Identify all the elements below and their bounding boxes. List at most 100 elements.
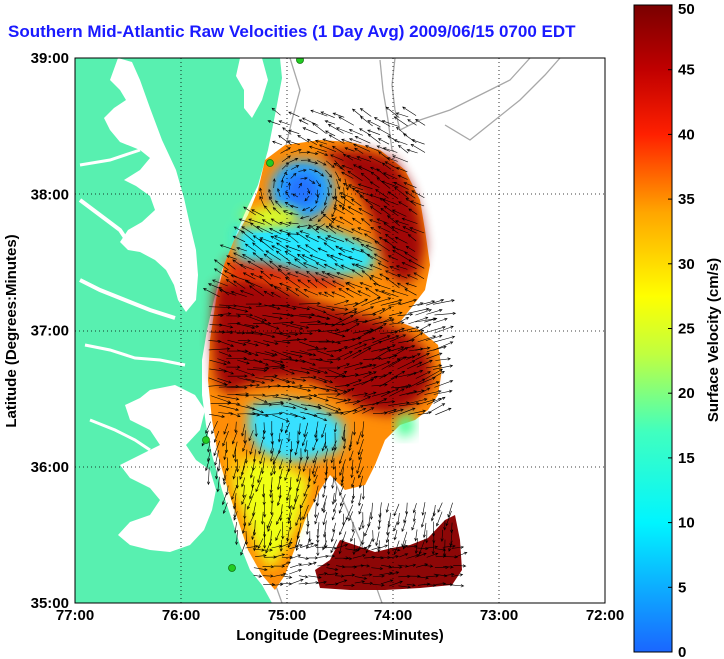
velocity-arrow <box>264 393 280 397</box>
velocity-arrow <box>296 225 308 229</box>
velocity-arrow <box>313 485 319 503</box>
velocity-arrow <box>408 316 429 325</box>
velocity-arrow <box>266 513 274 529</box>
velocity-arrow <box>331 218 345 224</box>
velocity-arrow <box>417 300 436 306</box>
velocity-arrow <box>272 178 276 189</box>
velocity-arrow <box>294 440 300 456</box>
velocity-arrow <box>226 255 237 260</box>
velocity-arrow <box>291 314 313 319</box>
velocity-arrow <box>361 531 365 546</box>
velocity-arrow <box>424 390 442 395</box>
velocity-arrow <box>276 477 281 491</box>
velocity-arrow <box>333 503 337 513</box>
velocity-arrow <box>341 164 354 170</box>
velocity-arrow <box>334 346 348 352</box>
velocity-arrow <box>335 543 349 549</box>
velocity-arrow <box>355 190 373 197</box>
velocity-arrow <box>288 111 300 117</box>
velocity-arrow <box>313 466 319 478</box>
velocity-arrow <box>235 529 239 546</box>
velocity-arrow <box>237 349 252 356</box>
velocity-arrow <box>234 448 238 463</box>
grid-lines <box>75 58 605 603</box>
velocity-arrow <box>397 273 408 279</box>
velocity-arrow <box>317 392 341 396</box>
velocity-arrow <box>325 225 337 234</box>
velocity-arrow <box>302 262 319 269</box>
velocity-arrow <box>381 180 399 188</box>
velocity-arrow <box>233 226 246 234</box>
velocity-arrow <box>381 120 399 127</box>
velocity-arrow <box>339 519 347 536</box>
velocity-arrow <box>245 315 265 323</box>
y-tick-labels: 39:00 38:00 37:00 36:00 35:00 <box>31 50 69 612</box>
velocity-arrow <box>295 232 311 242</box>
velocity-arrow <box>395 265 408 270</box>
velocity-arrow <box>285 245 301 252</box>
velocity-arrow <box>350 198 362 207</box>
velocity-arrow <box>218 324 234 329</box>
colorbar <box>633 4 673 653</box>
velocity-arrow <box>232 441 238 459</box>
velocity-arrow <box>241 494 247 505</box>
velocity-arrow <box>287 221 299 225</box>
velocity-arrow <box>346 155 362 161</box>
velocity-arrow <box>295 288 309 298</box>
velocity-vectors <box>201 106 468 589</box>
velocity-arrow <box>309 254 327 262</box>
velocity-arrow <box>243 206 256 216</box>
x-tick-label: 74:00 <box>374 607 412 624</box>
velocity-arrow <box>316 540 320 557</box>
x-tick-label: 77:00 <box>56 607 94 624</box>
velocity-arrow <box>330 539 337 554</box>
velocity-arrow <box>348 256 363 263</box>
velocity-arrow <box>357 290 371 297</box>
velocity-arrow <box>377 262 389 269</box>
velocity-arrow <box>342 153 354 161</box>
velocity-arrow <box>339 459 346 477</box>
velocity-arrow <box>297 423 302 436</box>
velocity-arrow <box>302 127 318 135</box>
velocity-arrow <box>345 288 362 297</box>
velocity-arrow <box>385 106 400 118</box>
velocity-arrow <box>388 347 409 359</box>
velocity-arrow <box>324 120 336 125</box>
velocity-arrow <box>303 484 309 497</box>
velocity-arrow <box>313 474 318 485</box>
velocity-arrow <box>261 219 273 226</box>
velocity-arrow <box>280 332 299 336</box>
velocity-arrow <box>343 349 363 360</box>
velocity-arrow <box>338 116 354 126</box>
velocity-arrow <box>291 386 312 392</box>
velocity-arrow <box>288 450 292 464</box>
velocity-arrow <box>263 253 273 261</box>
velocity-arrow <box>253 321 272 326</box>
velocity-arrow <box>223 475 227 486</box>
velocity-arrow <box>218 351 232 357</box>
velocity-arrow <box>347 206 363 215</box>
velocity-arrow <box>402 133 417 143</box>
velocity-arrow <box>425 364 443 369</box>
velocity-arrow <box>334 299 350 306</box>
velocity-arrow <box>322 485 326 498</box>
velocity-arrow <box>307 347 328 351</box>
velocity-arrow <box>397 144 409 154</box>
velocity-arrow <box>218 367 235 375</box>
velocity-arrow <box>259 257 274 270</box>
velocity-arrow <box>231 484 238 501</box>
velocity-arrow <box>310 109 328 117</box>
velocity-arrow <box>397 312 414 317</box>
velocity-arrow <box>326 572 339 576</box>
velocity-arrow <box>327 331 346 338</box>
velocity-arrow <box>289 412 307 420</box>
velocity-arrow <box>306 270 317 280</box>
velocity-arrow <box>361 375 378 386</box>
velocity-arrow <box>330 254 344 261</box>
velocity-arrow <box>255 477 263 493</box>
velocity-arrow <box>341 171 354 179</box>
velocity-arrow <box>281 575 293 579</box>
velocity-arrow <box>351 228 363 235</box>
velocity-arrow <box>208 347 231 351</box>
velocity-arrow <box>249 441 255 455</box>
